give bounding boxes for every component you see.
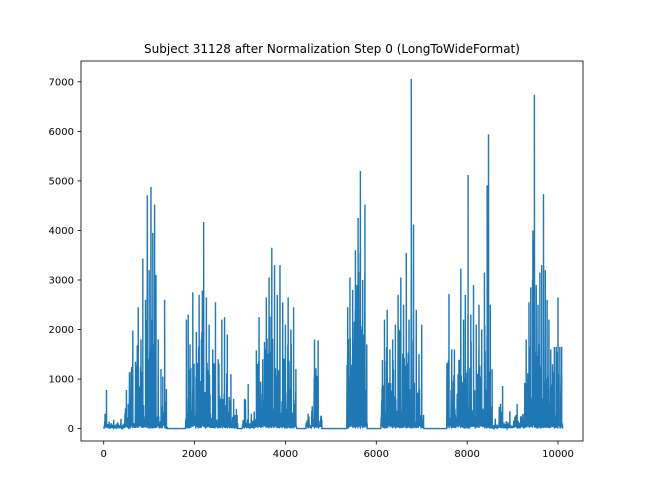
y-tick-label: 7000 bbox=[49, 77, 74, 88]
y-axis: 0 1000 2000 3000 4000 5000 6000 7000 bbox=[49, 77, 81, 435]
y-tick-label: 2000 bbox=[49, 325, 74, 336]
y-tick-label: 5000 bbox=[49, 176, 74, 187]
y-tick-label: 6000 bbox=[49, 127, 74, 138]
series-group bbox=[103, 78, 564, 432]
x-tick-label: 10000 bbox=[542, 449, 574, 460]
x-axis: 0 2000 4000 6000 8000 10000 bbox=[101, 441, 574, 460]
x-tick-label: 4000 bbox=[273, 449, 298, 460]
chart-title: Subject 31128 after Normalization Step 0… bbox=[144, 42, 520, 56]
x-tick-label: 2000 bbox=[182, 449, 207, 460]
y-tick-label: 1000 bbox=[49, 375, 74, 386]
y-tick-label: 0 bbox=[68, 424, 74, 435]
plot-frame bbox=[80, 60, 584, 442]
y-tick-label: 4000 bbox=[49, 226, 74, 237]
y-tick-label: 3000 bbox=[49, 275, 74, 286]
x-tick-label: 8000 bbox=[454, 449, 479, 460]
x-tick-label: 0 bbox=[101, 449, 107, 460]
series-line bbox=[103, 78, 564, 432]
x-tick-label: 6000 bbox=[364, 449, 389, 460]
